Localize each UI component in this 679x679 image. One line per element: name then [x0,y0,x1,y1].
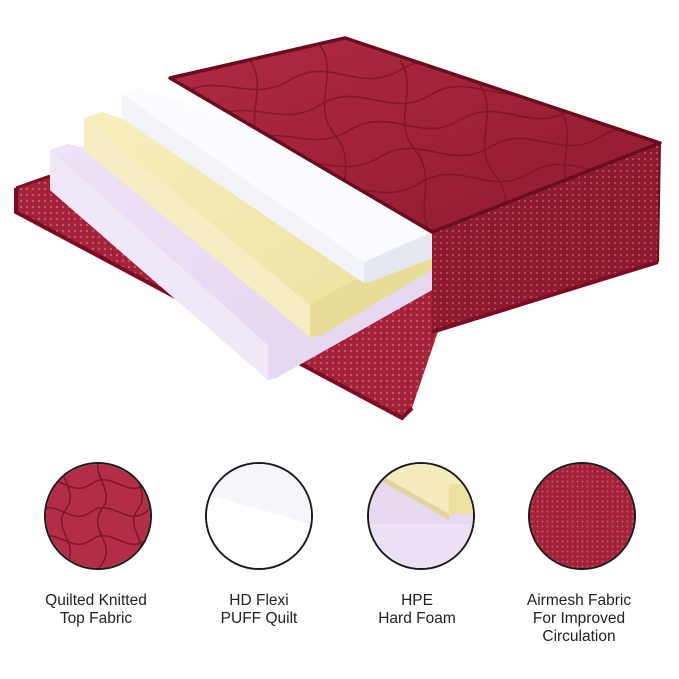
white-foam-layer [122,88,432,283]
caption-line: Hard Foam [378,610,456,627]
caption-airmesh-fabric: Airmesh Fabric For Improved Circulation [504,592,654,646]
caption-line: Airmesh Fabric [526,592,632,609]
caption-line: For Improved [532,610,626,627]
caption-line: PUFF Quilt [220,610,298,627]
caption-line: Circulation [542,628,616,645]
white-foam-swatch-icon [205,462,313,570]
foam-layers-swatch-icon [367,462,475,570]
caption-line: HD Flexi [229,592,289,609]
mattress-side-mesh [431,142,661,334]
caption-line: Quilted Knitted [45,592,147,609]
caption-hd-flexi-puff-quilt: HD Flexi PUFF Quilt [184,592,334,628]
quilted-fabric-swatch-icon [44,462,152,570]
caption-hpe-hard-foam: HPE Hard Foam [342,592,492,628]
caption-line: Top Fabric [59,610,133,627]
caption-quilted-top-fabric: Quilted Knitted Top Fabric [21,592,171,628]
caption-line: HPE [401,592,433,609]
mesh-fabric-swatch-icon [528,462,636,570]
